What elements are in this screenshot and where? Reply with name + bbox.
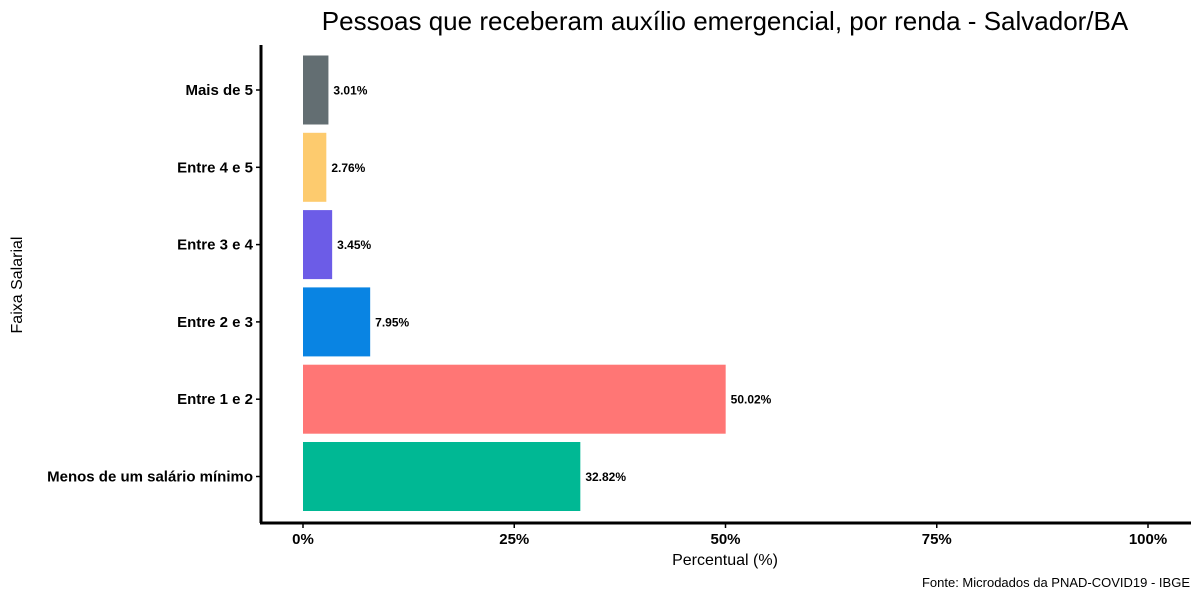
x-tick-label-4: 100% [1129,531,1167,548]
x-tick-label-1: 25% [499,531,529,548]
data-label-2: 7.95% [375,315,409,329]
bar-5 [303,55,329,125]
category-label-2: Entre 2 e 3 [177,314,253,331]
category-label-5: Mais de 5 [185,82,253,99]
bar-4 [303,132,327,202]
x-axis-title: Percentual (%) [672,552,778,569]
bar-2 [303,287,371,357]
y-axis-title: Faixa Salarial [9,237,26,334]
data-label-4: 2.76% [331,161,365,175]
x-tick-label-2: 50% [710,531,740,548]
bar-0 [303,442,581,511]
data-label-0: 32.82% [585,470,626,484]
bars-group [303,55,726,511]
data-label-3: 3.45% [337,238,371,252]
x-ticks-group: 0% 25% 50% 75% 100% [292,523,1167,548]
bar-3 [303,210,333,280]
x-tick-label-3: 75% [922,531,952,548]
data-label-5: 3.01% [333,84,367,98]
x-tick-label-0: 0% [292,531,314,548]
category-labels-group: Menos de um salário mínimo Entre 1 e 2 Ent… [47,82,261,486]
category-label-0: Menos de um salário mínimo [47,469,253,486]
source-caption: Fonte: Microdados da PNAD-COVID19 - IBGE [922,575,1190,590]
bar-1 [303,364,726,434]
data-labels-group: 32.82% 50.02% 7.95% 3.45% 2.76% 3.01% [331,84,771,485]
category-label-3: Entre 3 e 4 [177,237,254,254]
data-label-1: 50.02% [731,393,772,407]
category-label-1: Entre 1 e 2 [177,391,253,408]
category-label-4: Entre 4 e 5 [177,159,253,176]
chart-title: Pessoas que receberam auxílio emergencia… [322,6,1129,36]
